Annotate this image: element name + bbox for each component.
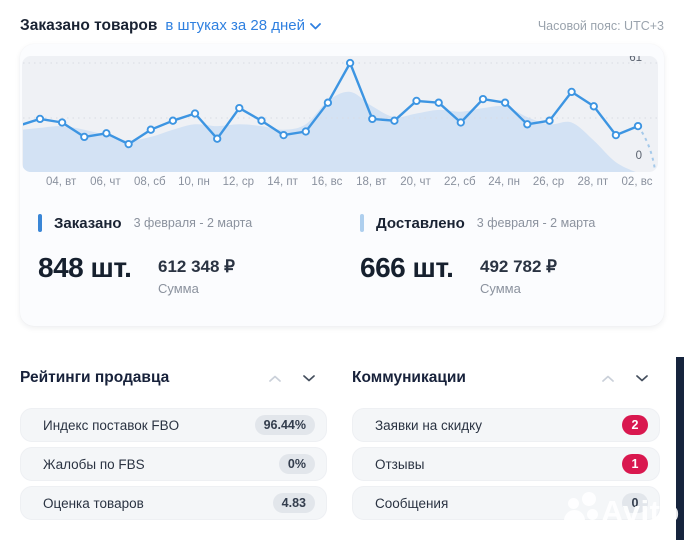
- row-label: Сообщения: [375, 495, 449, 511]
- ordered-count: 848 шт.: [38, 252, 132, 283]
- value-badge: 96.44%: [254, 415, 315, 435]
- ordered-period: 3 февраля - 2 марта: [133, 216, 253, 230]
- y-axis-max-label: 61: [629, 56, 642, 64]
- communications-title: Коммуникации: [352, 369, 466, 386]
- ordered-sum-label: Сумма: [158, 281, 199, 296]
- x-axis-tick-label: 20, чт: [400, 176, 431, 188]
- x-axis-tick-label: 22, сб: [444, 176, 476, 188]
- count-badge: 2: [622, 415, 648, 435]
- x-axis-tick-label: 18, вт: [356, 176, 387, 188]
- delivered-period: 3 февраля - 2 марта: [476, 216, 596, 230]
- x-axis-tick-label: 02, вс: [621, 176, 653, 188]
- x-axis-tick-label: 14, пт: [267, 176, 298, 188]
- count-badge: 1: [622, 454, 648, 474]
- row-label: Заявки на скидку: [375, 417, 482, 433]
- row-label: Жалобы по FBS: [43, 456, 145, 472]
- row-fbs-complaints[interactable]: Жалобы по FBS 0%: [20, 447, 327, 481]
- page-title: Заказано товаров: [20, 17, 158, 34]
- orders-card: 61 0 04, вт 06, чт 08, сб 10, пн 12, ср 14, п…: [20, 44, 664, 326]
- delivered-sum-label: Сумма: [480, 281, 521, 296]
- delivered-sum: 492 782 ₽: [480, 257, 557, 276]
- x-axis-tick-label: 12, ср: [222, 176, 254, 188]
- delivered-count: 666 шт.: [360, 252, 454, 283]
- stats-row: Заказано 3 февраля - 2 марта 848 шт. 612…: [20, 212, 664, 296]
- seller-ratings-title: Рейтинги продавца: [20, 369, 170, 386]
- seller-ratings-collapse-down-icon[interactable]: [301, 373, 317, 384]
- row-discount-requests[interactable]: Заявки на скидку 2: [352, 408, 660, 442]
- ordered-label: Заказано: [54, 214, 122, 232]
- chevron-down-icon: [310, 23, 321, 30]
- section-communications: Коммуникации Заявки на скидку 2 Отзывы 1…: [352, 366, 660, 520]
- x-axis-tick-label: 24, пн: [488, 176, 520, 188]
- row-reviews[interactable]: Отзывы 1: [352, 447, 660, 481]
- delivered-accent-bar: [360, 214, 364, 232]
- x-axis-labels: 04, вт 06, чт 08, сб 10, пн 12, ср 14, пт 16, …: [22, 176, 658, 192]
- row-messages[interactable]: Сообщения 0: [352, 486, 660, 520]
- row-label: Индекс поставок FBO: [43, 417, 180, 433]
- x-axis-tick-label: 04, вт: [45, 176, 77, 188]
- stat-delivered: Доставлено 3 февраля - 2 марта 666 шт. 4…: [342, 212, 664, 296]
- row-label: Оценка товаров: [43, 495, 144, 511]
- stat-ordered: Заказано 3 февраля - 2 марта 848 шт. 612…: [20, 212, 342, 296]
- count-badge: 0: [622, 493, 648, 513]
- period-filter-label: в штуках за 28 дней: [165, 17, 306, 34]
- ordered-sum: 612 348 ₽: [158, 257, 235, 276]
- row-fbo-supply-index[interactable]: Индекс поставок FBO 96.44%: [20, 408, 327, 442]
- right-edge-panel: [676, 357, 684, 540]
- ordered-accent-bar: [38, 214, 42, 232]
- communications-collapse-up-icon[interactable]: [600, 373, 616, 384]
- row-goods-rating[interactable]: Оценка товаров 4.83: [20, 486, 327, 520]
- value-badge: 4.83: [272, 493, 315, 513]
- x-axis-tick-label: 10, пн: [178, 176, 210, 188]
- orders-chart[interactable]: 61 0: [22, 56, 658, 172]
- header: Заказано товаров в штуках за 28 дней Час…: [20, 14, 664, 38]
- communications-collapse-down-icon[interactable]: [634, 373, 650, 384]
- x-axis-tick-label: 06, чт: [90, 176, 121, 188]
- section-seller-ratings: Рейтинги продавца Индекс поставок FBO 96…: [20, 366, 327, 520]
- x-axis-tick-label: 16, вс: [311, 176, 343, 188]
- delivered-label: Доставлено: [376, 214, 465, 232]
- x-axis-tick-label: 28, пт: [577, 176, 609, 188]
- row-label: Отзывы: [375, 456, 425, 472]
- chart-canvas: [23, 58, 657, 172]
- timezone-label: Часовой пояс: UTC+3: [537, 19, 664, 33]
- x-axis-tick-label: 08, сб: [134, 176, 166, 188]
- value-badge: 0%: [278, 454, 315, 474]
- y-axis-min-label: 0: [635, 150, 642, 162]
- x-axis-tick-label: 26, ср: [532, 176, 565, 188]
- period-filter-dropdown[interactable]: в штуках за 28 дней: [165, 17, 321, 34]
- seller-ratings-collapse-up-icon[interactable]: [267, 373, 283, 384]
